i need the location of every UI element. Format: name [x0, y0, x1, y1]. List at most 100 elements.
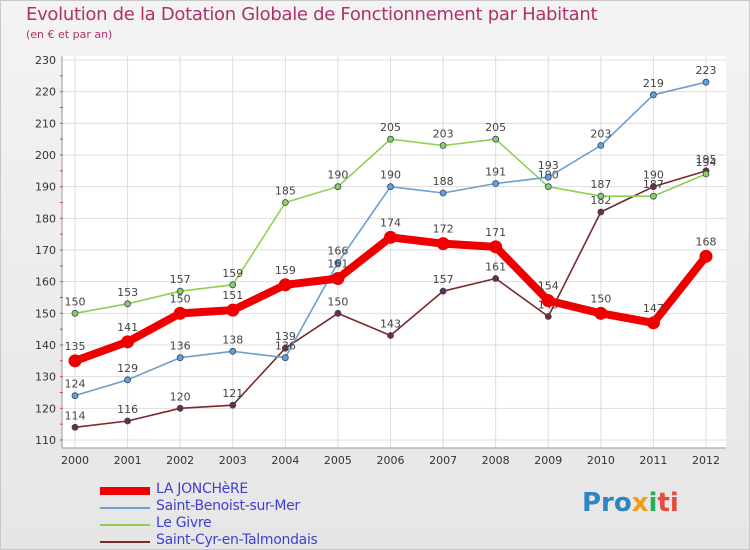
- series-point-0: [68, 354, 82, 368]
- data-label-1: 124: [65, 378, 86, 391]
- data-label-3: 143: [380, 318, 401, 331]
- x-tick-label: 2008: [482, 454, 510, 467]
- x-tick-label: 2004: [271, 454, 299, 467]
- x-tick-label: 2009: [534, 454, 562, 467]
- series-point-1: [334, 259, 342, 267]
- x-tick-label: 2006: [377, 454, 405, 467]
- data-label-1: 190: [380, 169, 401, 182]
- x-tick-label: 2000: [61, 454, 89, 467]
- data-label-2: 203: [433, 128, 454, 141]
- legend-label: Saint-Benoist-sur-Mer: [156, 498, 300, 514]
- series-point-2: [544, 183, 552, 191]
- plot-background: [62, 56, 726, 448]
- series-point-0: [278, 278, 292, 292]
- y-tick-label: 200: [35, 149, 56, 162]
- series-point-2: [71, 309, 79, 317]
- data-label-3: 120: [170, 390, 191, 403]
- legend-label: Le Givre: [156, 515, 212, 531]
- legend-label: Saint-Cyr-en-Talmondais: [156, 532, 318, 548]
- data-label-0: 150: [170, 292, 191, 305]
- y-tick-label: 120: [35, 402, 56, 415]
- series-point-1: [597, 142, 605, 149]
- data-label-1: 203: [590, 128, 611, 141]
- data-label-3: 121: [222, 387, 243, 400]
- series-point-0: [646, 316, 660, 330]
- data-label-1: 136: [170, 340, 191, 353]
- data-label-1: 191: [485, 166, 506, 179]
- logo-part-4: ti: [657, 488, 679, 518]
- data-label-1: 193: [538, 159, 559, 172]
- data-label-3: 157: [433, 273, 454, 286]
- series-point-3: [544, 313, 552, 320]
- data-label-1: 219: [643, 77, 664, 90]
- data-label-1: 166: [327, 245, 348, 258]
- data-label-2: 194: [696, 156, 717, 169]
- data-label-0: 141: [117, 321, 138, 334]
- series-point-3: [124, 417, 131, 425]
- data-label-1: 223: [696, 64, 717, 77]
- data-label-2: 153: [117, 286, 138, 299]
- x-tick-label: 2010: [587, 454, 615, 467]
- x-tick-label: 2007: [429, 454, 457, 467]
- y-tick-label: 110: [35, 434, 56, 447]
- series-point-2: [334, 183, 342, 191]
- series-point-1: [71, 392, 79, 400]
- series-point-2: [281, 199, 289, 206]
- series-point-0: [699, 249, 713, 263]
- data-label-2: 150: [65, 295, 86, 308]
- data-label-1: 138: [222, 333, 243, 346]
- y-tick-label: 160: [35, 276, 56, 289]
- series-point-1: [650, 91, 657, 99]
- data-label-0: 174: [380, 216, 401, 229]
- data-label-2: 185: [275, 185, 296, 198]
- x-tick-label: 2005: [324, 454, 352, 467]
- series-point-0: [173, 306, 187, 320]
- x-tick-label: 2003: [219, 454, 247, 467]
- series-point-0: [121, 335, 135, 349]
- data-label-0: 159: [275, 264, 296, 277]
- series-point-2: [439, 142, 447, 149]
- series-point-1: [176, 354, 184, 362]
- legend-swatch: [100, 507, 150, 509]
- series-point-0: [541, 294, 555, 308]
- series-point-0: [226, 303, 240, 317]
- legend-label: LA JONCHèRE: [156, 481, 248, 497]
- legend-swatch: [100, 487, 150, 495]
- data-label-1: 129: [117, 362, 138, 375]
- data-label-3: 150: [327, 295, 348, 308]
- series-point-1: [124, 376, 131, 384]
- series-point-3: [650, 183, 657, 191]
- data-label-0: 147: [643, 302, 664, 315]
- series-point-2: [176, 287, 184, 295]
- series-point-3: [597, 208, 605, 216]
- series-point-1: [229, 347, 237, 355]
- series-point-3: [387, 332, 394, 339]
- series-point-2: [597, 192, 605, 200]
- chart-subtitle: (en € et par an): [26, 28, 113, 41]
- series-point-0: [436, 237, 450, 251]
- x-tick-label: 2001: [114, 454, 142, 467]
- logo-part-3: i: [648, 488, 658, 518]
- data-label-3: 195: [696, 153, 717, 166]
- data-label-3: 190: [643, 169, 664, 182]
- series-point-1: [702, 78, 710, 86]
- legend-swatch: [100, 541, 150, 543]
- series-point-0: [331, 272, 345, 285]
- series-point-2: [650, 192, 657, 200]
- y-tick-label: 130: [35, 371, 56, 384]
- series-point-0: [594, 306, 608, 320]
- data-label-3: 182: [590, 194, 611, 207]
- series-point-2: [387, 135, 394, 143]
- logo-part-1: Pro: [582, 488, 632, 518]
- data-label-1: 136: [275, 340, 296, 353]
- series-point-2: [229, 281, 237, 289]
- series-point-3: [439, 287, 447, 295]
- x-tick-label: 2012: [692, 454, 720, 467]
- data-label-2: 205: [380, 121, 401, 134]
- x-tick-label: 2011: [639, 454, 667, 467]
- data-label-0: 150: [590, 292, 611, 305]
- data-label-3: 116: [117, 403, 138, 416]
- series-point-2: [124, 300, 131, 308]
- series-point-1: [439, 189, 447, 197]
